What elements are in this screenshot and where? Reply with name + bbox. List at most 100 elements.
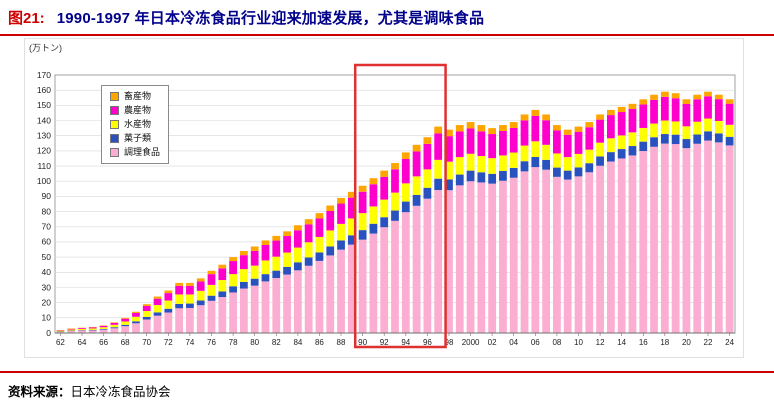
bar-stack	[369, 178, 378, 333]
bar-segment-confectionery	[175, 303, 184, 309]
bar-segment-prepared-foods	[445, 190, 453, 333]
bar-segment-livestock-products	[574, 126, 583, 132]
bar-segment-confectionery	[250, 278, 259, 286]
bar-segment-livestock-products	[175, 282, 184, 286]
bar-segment-confectionery	[693, 134, 702, 144]
bar-segment-agricultural-products	[466, 128, 475, 154]
bar-stack	[606, 109, 615, 333]
bar-segment-prepared-foods	[164, 312, 173, 333]
source-footer: 资料来源：日本冷冻食品协会	[0, 371, 774, 400]
bar-stack	[671, 93, 680, 333]
bar-segment-livestock-products	[520, 114, 529, 121]
bar-segment-livestock-products	[542, 114, 550, 121]
bar-segment-marine-products	[261, 260, 270, 275]
bar-stack	[693, 94, 702, 333]
bar-segment-prepared-foods	[412, 205, 421, 333]
bar-segment-marine-products	[196, 290, 205, 301]
bar-segment-livestock-products	[207, 270, 216, 275]
bar-segment-agricultural-products	[477, 131, 486, 157]
bar-segment-livestock-products	[283, 231, 291, 237]
bar-segment-prepared-foods	[153, 315, 162, 333]
bar-segment-marine-products	[488, 158, 497, 174]
bar-segment-agricultural-products	[132, 312, 140, 317]
bar-stack	[326, 205, 335, 333]
bar-segment-marine-products	[650, 123, 658, 138]
bar-segment-agricultural-products	[142, 305, 151, 311]
bar-segment-marine-products	[207, 284, 216, 296]
y-tick-label: 110	[37, 161, 51, 171]
bar-segment-marine-products	[617, 135, 626, 150]
bar-segment-prepared-foods	[423, 198, 432, 333]
bar-stack	[283, 231, 291, 333]
bar-segment-marine-products	[240, 269, 248, 282]
bar-segment-agricultural-products	[671, 98, 680, 122]
bar-stack	[142, 304, 151, 333]
bar-segment-agricultural-products	[240, 255, 248, 270]
bar-segment-confectionery	[391, 210, 399, 221]
y-tick-label: 150	[37, 100, 51, 110]
y-tick-label: 140	[37, 115, 51, 125]
y-tick-label: 130	[37, 131, 51, 141]
bar-segment-confectionery	[196, 300, 205, 306]
bar-segment-agricultural-products	[488, 134, 497, 159]
bar-segment-livestock-products	[304, 219, 313, 225]
bar-segment-livestock-products	[401, 152, 410, 159]
bar-stack	[423, 137, 432, 333]
bar-segment-marine-products	[110, 324, 119, 328]
bar-segment-marine-products	[175, 294, 184, 304]
bar-stack	[229, 257, 237, 333]
bar-segment-agricultural-products	[704, 96, 712, 119]
bar-segment-prepared-foods	[293, 270, 302, 333]
bar-stack	[412, 144, 421, 333]
bar-segment-marine-products	[725, 124, 734, 137]
bar-segment-livestock-products	[380, 170, 389, 177]
bar-segment-agricultural-products	[596, 119, 604, 143]
bar-segment-prepared-foods	[477, 182, 486, 333]
bar-segment-confectionery	[639, 141, 648, 152]
bar-stack	[725, 99, 734, 333]
bar-stack	[99, 325, 108, 333]
bar-segment-prepared-foods	[380, 227, 389, 333]
legend: 畜産物 農産物 水産物 菓子類 調理食品	[101, 85, 170, 164]
x-tick-label: 94	[401, 338, 410, 347]
bar-segment-marine-products	[499, 155, 507, 171]
bar-segment-marine-products	[639, 127, 648, 142]
bar-segment-livestock-products	[639, 99, 648, 105]
bar-segment-agricultural-products	[401, 158, 410, 184]
bar-segment-marine-products	[628, 132, 637, 147]
x-tick-label: 22	[704, 338, 713, 347]
bar-segment-agricultural-products	[574, 131, 583, 154]
bar-segment-confectionery	[574, 167, 583, 177]
bar-stack	[531, 109, 540, 333]
bar-segment-agricultural-products	[434, 133, 443, 160]
y-axis-unit-label: (万トン)	[29, 43, 62, 53]
bar-segment-livestock-products	[153, 296, 162, 299]
bar-stack	[596, 114, 604, 333]
legend-item: 畜産物	[110, 92, 160, 101]
chart-svg: 0102030405060708090100110120130140150160…	[37, 63, 736, 349]
bar-segment-livestock-products	[272, 235, 281, 241]
bar-segment-marine-products	[326, 230, 335, 247]
bar-segment-marine-products	[56, 330, 65, 332]
bar-segment-confectionery	[606, 152, 615, 162]
x-tick-label: 12	[596, 338, 605, 347]
bar-segment-confectionery	[153, 312, 162, 316]
bar-segment-agricultural-products	[218, 268, 227, 281]
bar-stack	[196, 278, 205, 333]
bar-segment-marine-products	[671, 121, 680, 135]
bar-segment-marine-products	[477, 156, 486, 173]
bar-segment-livestock-products	[488, 128, 497, 135]
bar-stack	[304, 219, 313, 333]
bar-segment-agricultural-products	[391, 169, 399, 193]
y-tick-label: 60	[42, 237, 52, 247]
bar-segment-livestock-products	[725, 99, 734, 104]
bar-segment-agricultural-products	[67, 328, 76, 330]
bar-segment-marine-products	[315, 236, 324, 253]
bar-segment-prepared-foods	[175, 308, 184, 333]
legend-label: 農産物	[124, 105, 152, 115]
highlight-box	[353, 63, 447, 349]
bar-stack	[380, 170, 389, 333]
bar-segment-agricultural-products	[531, 115, 540, 142]
bar-segment-confectionery	[88, 329, 97, 331]
bar-segment-agricultural-products	[714, 99, 723, 121]
